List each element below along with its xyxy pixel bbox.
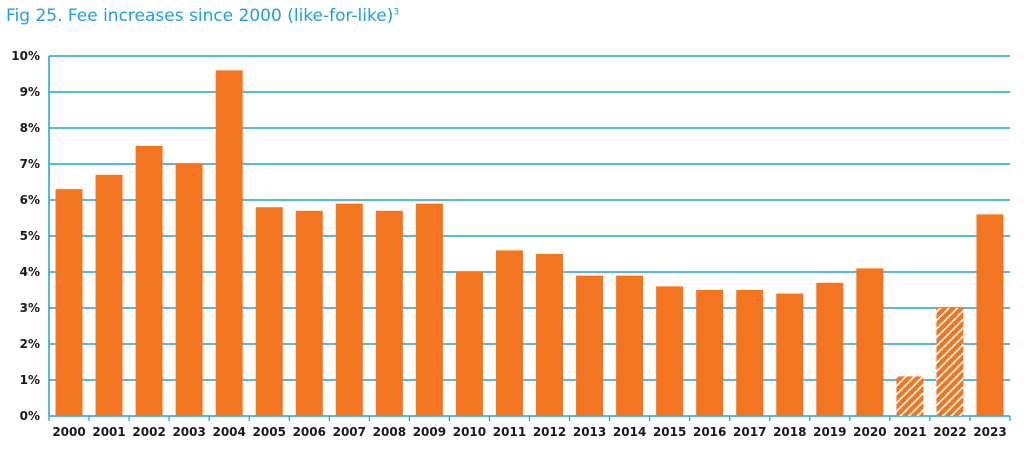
bar-2002 [135, 146, 163, 416]
y-tick-label: 5% [20, 229, 40, 243]
bar-2008 [375, 210, 403, 416]
x-tick-label: 2011 [493, 425, 526, 439]
y-tick-label: 7% [20, 157, 40, 171]
title-footnote-marker: 3 [393, 7, 400, 18]
x-tick-label: 2016 [693, 425, 726, 439]
bar-2011 [495, 250, 523, 416]
bar-2009 [415, 203, 443, 416]
y-tick-label: 6% [20, 193, 40, 207]
x-tick-label: 2015 [653, 425, 686, 439]
bar-2005 [255, 207, 283, 416]
y-tick-label: 2% [20, 337, 40, 351]
x-tick-label: 2009 [413, 425, 446, 439]
x-tick-label: 2008 [373, 425, 406, 439]
bar-2012 [536, 254, 564, 416]
x-tick-label: 2002 [132, 425, 165, 439]
y-tick-label: 10% [11, 49, 40, 63]
x-tick-label: 2022 [933, 425, 966, 439]
y-tick-label: 9% [20, 85, 40, 99]
x-tick-label: 2020 [853, 425, 886, 439]
x-tick-label: 2005 [253, 425, 286, 439]
chart-title-text: Fig 25. Fee increases since 2000 (like-f… [6, 6, 394, 26]
x-tick-label: 2007 [333, 425, 366, 439]
x-tick-label: 2012 [533, 425, 566, 439]
bar-2019 [816, 282, 844, 416]
x-tick-label: 2017 [733, 425, 766, 439]
y-tick-label: 3% [20, 301, 40, 315]
bar-2004 [215, 70, 243, 417]
bar-2003 [175, 164, 203, 416]
x-tick-label: 2003 [172, 425, 205, 439]
y-tick-label: 0% [20, 409, 40, 423]
x-tick-label: 2023 [973, 425, 1006, 439]
y-tick-label: 1% [20, 373, 40, 387]
bar-2010 [455, 272, 483, 416]
x-tick-label: 2018 [773, 425, 806, 439]
bar-2000 [55, 189, 83, 416]
x-tick-label: 2014 [613, 425, 646, 439]
bar-2001 [95, 174, 123, 416]
x-tick-label: 2010 [453, 425, 486, 439]
bar-2007 [335, 203, 363, 416]
x-tick-label: 2000 [52, 425, 85, 439]
x-tick-label: 2013 [573, 425, 606, 439]
bar-2022 [936, 308, 964, 416]
x-tick-label: 2001 [92, 425, 125, 439]
bar-2013 [576, 275, 604, 416]
bar-2014 [616, 275, 644, 416]
bar-2021 [896, 376, 924, 416]
y-tick-label: 4% [20, 265, 40, 279]
x-tick-label: 2004 [212, 425, 245, 439]
x-tick-label: 2019 [813, 425, 846, 439]
x-tick-label: 2021 [893, 425, 926, 439]
bar-2023 [976, 214, 1004, 416]
chart-title: Fig 25. Fee increases since 2000 (like-f… [6, 6, 399, 26]
bar-2016 [696, 290, 724, 416]
x-tick-label: 2006 [293, 425, 326, 439]
bar-2017 [736, 290, 764, 416]
bar-2006 [295, 210, 323, 416]
bar-2018 [776, 293, 804, 416]
y-tick-label: 8% [20, 121, 40, 135]
bar-2020 [856, 268, 884, 416]
bar-2015 [656, 286, 684, 416]
